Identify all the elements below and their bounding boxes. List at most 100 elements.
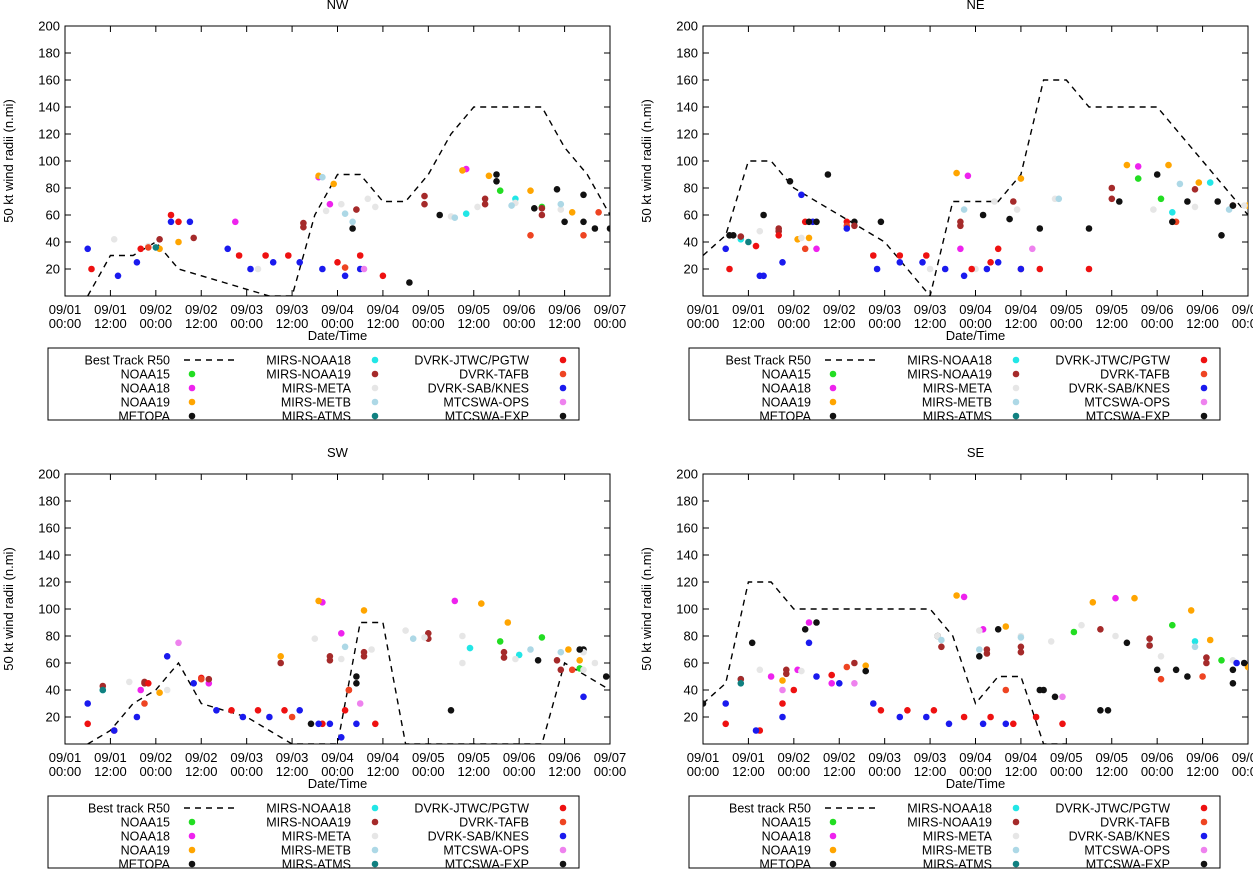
legend-label: MIRS-META (923, 382, 993, 396)
data-point (1070, 628, 1078, 636)
legend-label: MIRS-METB (281, 396, 351, 410)
x-tick-label-date: 09/06 (1186, 302, 1219, 317)
legend-swatch (371, 804, 379, 812)
data-point (459, 659, 466, 667)
series-mirs-meta (756, 195, 1248, 273)
plot-frame (64, 25, 611, 297)
data-point (175, 238, 182, 246)
series-mirs-metb (960, 180, 1233, 213)
y-tick-label: 120 (676, 127, 698, 142)
data-point (580, 693, 587, 701)
data-point (752, 727, 760, 734)
data-point (983, 646, 991, 653)
series-dvrk-tafb (141, 666, 576, 721)
data-point (591, 659, 599, 667)
data-point (960, 272, 968, 280)
x-tick-label-time: 12:00 (823, 316, 856, 331)
x-tick-label-time: 00:00 (868, 316, 901, 331)
data-point (1191, 203, 1199, 211)
data-point (580, 666, 587, 674)
data-point (145, 244, 152, 251)
chart-panel-ne: NE2040608010012014016018020009/0100:0009… (639, 0, 1253, 424)
x-tick-label-date: 09/02 (185, 302, 218, 317)
data-point (353, 720, 360, 728)
x-tick-label-time: 12:00 (1186, 316, 1219, 331)
data-point (726, 265, 733, 273)
legend-label: NOAA19 (121, 396, 170, 410)
legend-frame (47, 347, 580, 421)
data-point (851, 222, 858, 230)
x-tick-label-time: 00:00 (140, 316, 173, 331)
data-point (1134, 175, 1142, 182)
series-mirs-metb (938, 634, 1199, 653)
legend-label: DVRK-TAFB (1100, 368, 1170, 382)
x-tick-label-time: 12:00 (185, 764, 218, 779)
data-point (186, 218, 194, 226)
data-point (277, 659, 285, 667)
data-point (941, 265, 949, 273)
data-point (296, 707, 304, 714)
data-point (979, 720, 987, 728)
y-tick-label: 60 (46, 656, 60, 671)
data-point (466, 644, 474, 652)
data-point (451, 214, 459, 221)
x-tick-label-date: 09/06 (548, 302, 581, 317)
data-point (307, 720, 315, 728)
data-point (1059, 720, 1066, 728)
data-point (126, 678, 133, 686)
x-axis-label: Date/Time (946, 328, 1005, 343)
legend-swatch (1012, 384, 1020, 392)
legend-label: MIRS-METB (281, 844, 351, 858)
x-tick-label-time: 12:00 (1005, 316, 1038, 331)
data-point (938, 643, 945, 651)
data-point (1017, 634, 1025, 641)
y-tick-label: 200 (676, 19, 698, 34)
data-point (421, 200, 428, 208)
y-tick-label: 160 (676, 73, 698, 88)
legend-swatch (1200, 356, 1208, 364)
data-point (896, 252, 904, 259)
data-point (926, 265, 934, 273)
data-point (953, 169, 960, 177)
data-point (421, 634, 428, 641)
data-point (133, 259, 141, 266)
data-point (1002, 623, 1010, 630)
data-point (756, 227, 764, 235)
plot-frame (702, 25, 1249, 297)
series-noaa15 (496, 634, 583, 672)
data-point (1089, 599, 1097, 606)
data-point (1195, 179, 1203, 186)
x-axis-label: Date/Time (308, 328, 367, 343)
x-tick-label-time: 00:00 (412, 764, 445, 779)
data-point (406, 279, 413, 286)
data-point (137, 245, 144, 253)
x-tick-label-time: 00:00 (778, 764, 811, 779)
x-tick-label-time: 00:00 (868, 764, 901, 779)
data-point (447, 707, 455, 714)
legend-swatch (829, 846, 837, 854)
x-tick-label-date: 09/06 (503, 302, 536, 317)
x-tick-label-time: 00:00 (1050, 764, 1083, 779)
data-point (813, 619, 820, 626)
legend-label: NOAA19 (121, 844, 170, 858)
series-dvrk-sab-knes (84, 653, 587, 741)
legend-swatch (559, 804, 567, 812)
series-dvrk-jtwc-pgtw (88, 211, 387, 280)
legend-label: MTCSWA-OPS (1084, 396, 1170, 410)
data-point (964, 172, 972, 180)
x-tick-label-date: 09/05 (412, 302, 445, 317)
data-point (870, 700, 877, 707)
data-point (1017, 648, 1025, 656)
legend-swatch (559, 860, 567, 868)
data-point (957, 245, 964, 253)
data-point (745, 238, 752, 246)
x-tick-label-time: 00:00 (594, 764, 627, 779)
series-noaa19 (794, 161, 1248, 243)
series-noaa19 (156, 167, 576, 253)
data-point (266, 713, 273, 721)
x-tick-label-date: 09/01 (732, 302, 765, 317)
data-point (1203, 659, 1210, 667)
x-tick-label-date: 09/07 (1232, 302, 1253, 317)
x-tick-label-date: 09/03 (230, 750, 263, 765)
legend-label: MTCSWA-EXP (445, 858, 529, 870)
